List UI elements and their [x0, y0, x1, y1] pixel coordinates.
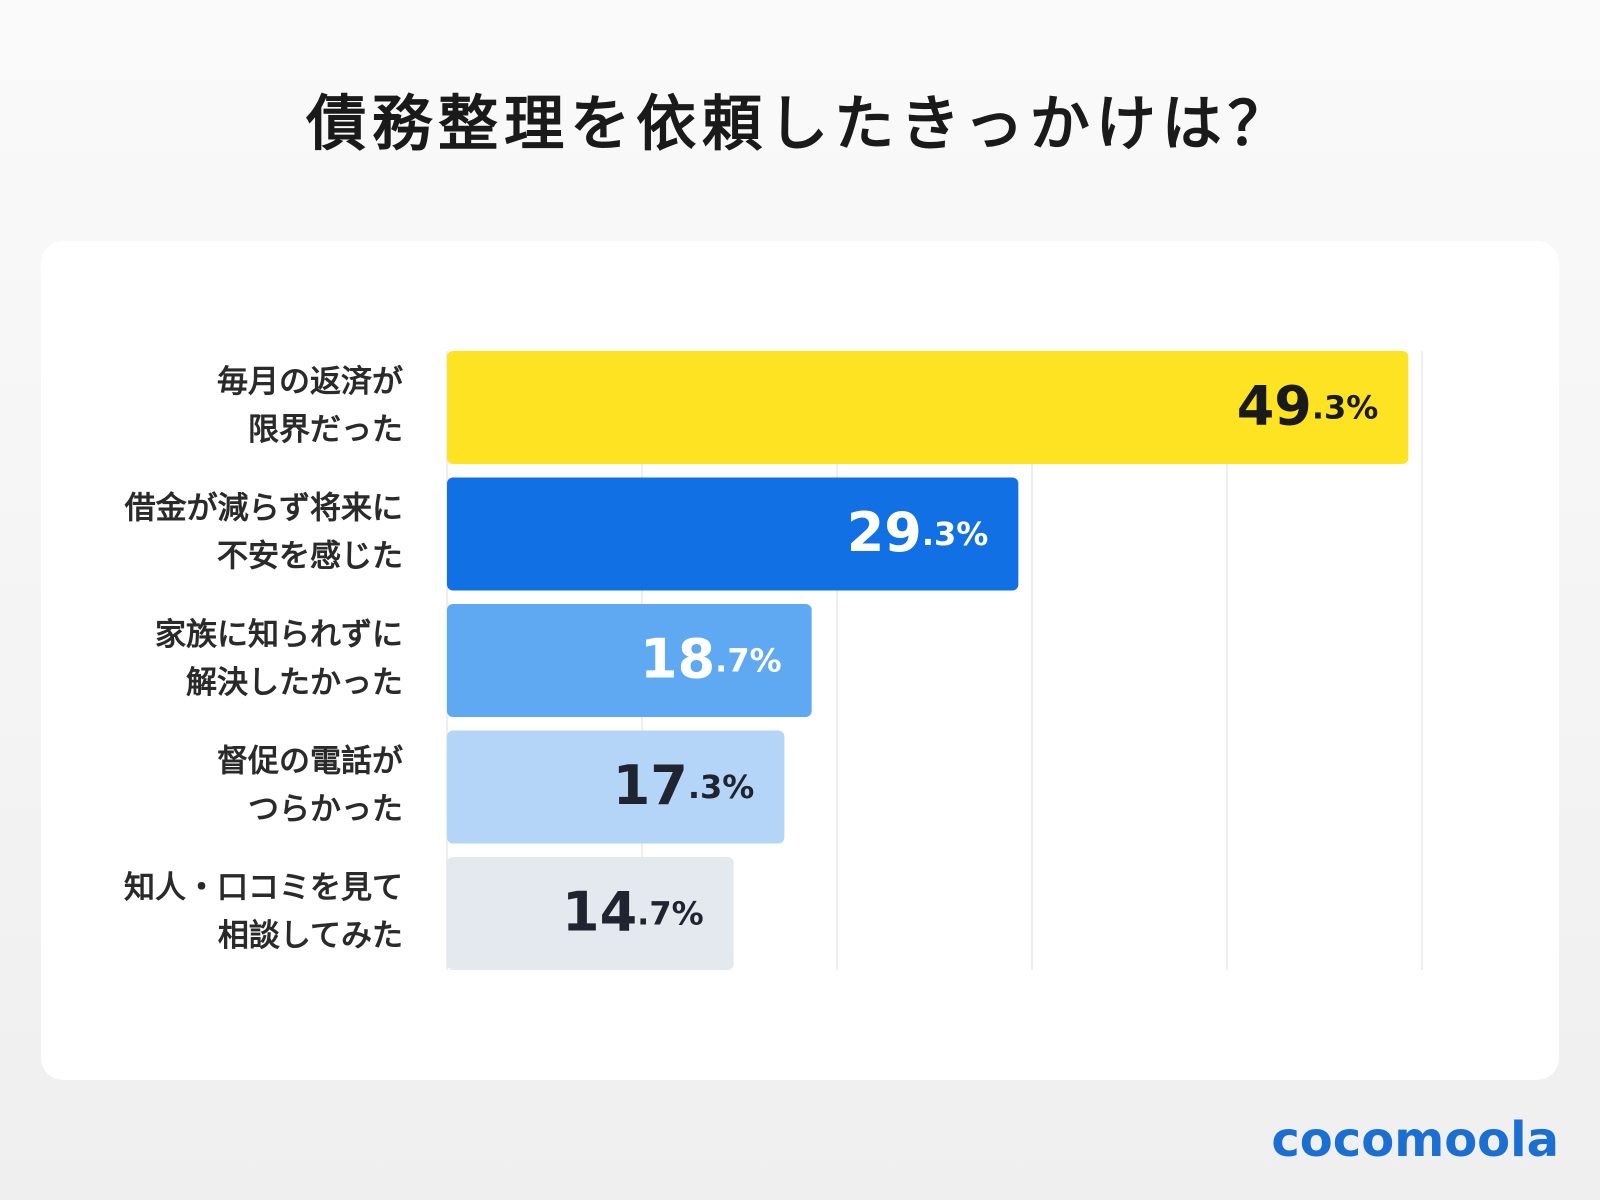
chart-title: 債務整理を依頼したきっかけは？: [305, 90, 1294, 160]
category-label: 知人・口コミを見て: [124, 870, 403, 906]
category-label: 毎月の返済が: [217, 364, 403, 400]
bar: [447, 477, 1019, 591]
value-label: 29.3%: [847, 501, 989, 564]
bar: [447, 857, 734, 970]
value-label: 17.3%: [613, 754, 755, 817]
category-label: 督促の電話が: [217, 744, 403, 780]
category-label: 借金が減らず将来に: [124, 491, 403, 527]
category-label: 相談してみた: [218, 918, 403, 954]
brand-logo: cocomoola: [1271, 1112, 1559, 1168]
category-label: 不安を感じた: [217, 539, 403, 575]
category-label: 家族に知られずに: [155, 617, 403, 653]
bar: [447, 604, 812, 717]
value-label: 14.7%: [562, 880, 704, 943]
bar: [447, 730, 785, 844]
category-label: つらかった: [248, 792, 403, 828]
bar: [447, 351, 1409, 464]
category-label: 解決したかった: [186, 665, 403, 701]
value-label: 49.3%: [1237, 374, 1379, 437]
value-label: 18.7%: [640, 627, 782, 690]
category-label: 限界だった: [248, 412, 403, 448]
